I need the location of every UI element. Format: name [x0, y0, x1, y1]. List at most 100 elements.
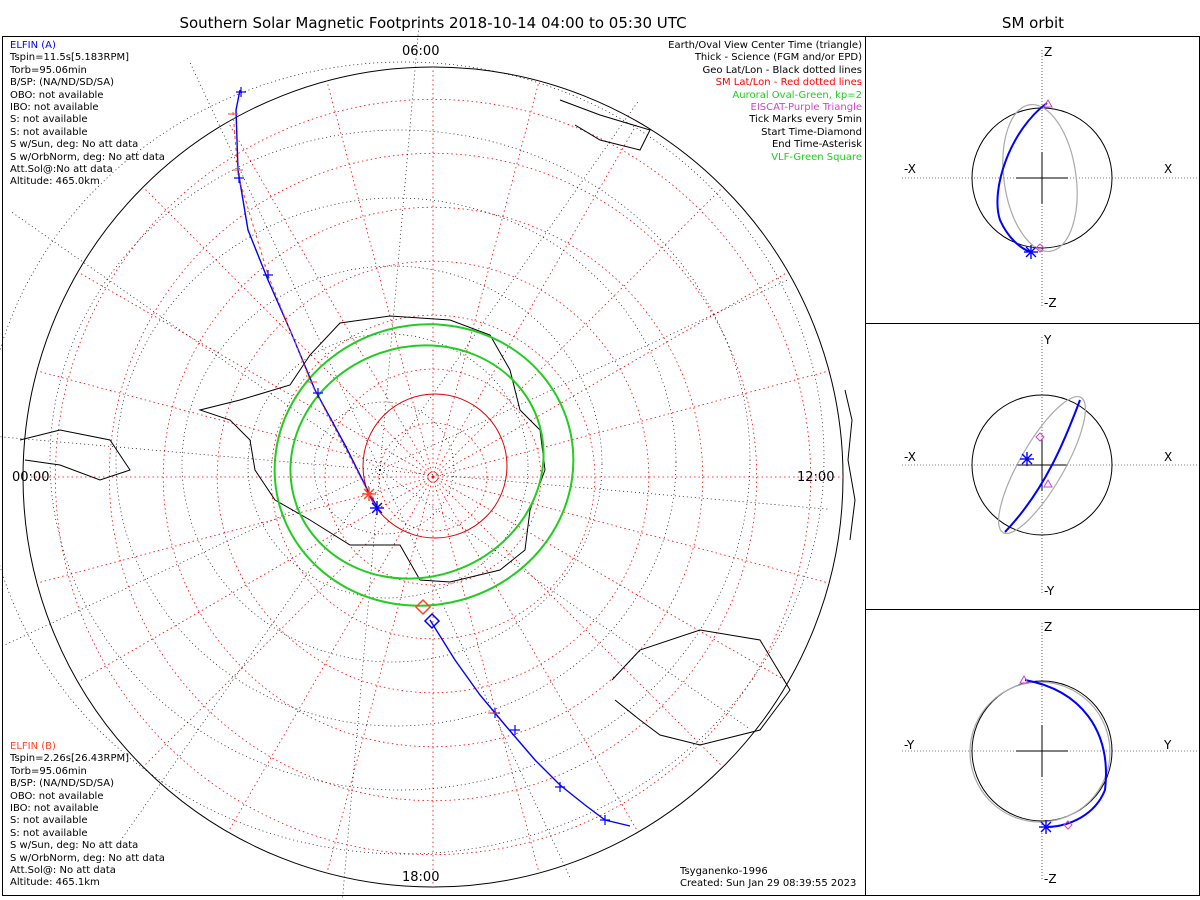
- africa-coast: [559, 99, 651, 151]
- geo-lon-line: [342, 469, 381, 900]
- sm-lon-line: [77, 271, 434, 478]
- sm-lat-circle: [378, 422, 488, 532]
- orbit-start-diamond: [1063, 820, 1073, 830]
- elfin-a-end-asterisk: [371, 502, 383, 514]
- elfin-b-line: S: not available: [10, 815, 88, 827]
- mlt-label-left: 00:00: [12, 470, 50, 485]
- elfin-a-line: S: not available: [10, 126, 88, 138]
- elfin-b-line: Att.Sol@: No att data: [10, 865, 116, 877]
- elfin-a-line: B/SP: (NA/ND/SD/SA): [10, 77, 114, 89]
- sm-lon-line: [36, 370, 434, 478]
- sm-lon-line: [432, 271, 789, 478]
- orbit2-path-a: [1004, 399, 1081, 533]
- geo-lon-line: [379, 100, 639, 471]
- orbit-start-diamond: [1035, 243, 1045, 253]
- legend-item: VLF-Green Square: [771, 151, 862, 163]
- sm-lon-line: [432, 476, 830, 584]
- auroral-oval-outer: [273, 323, 575, 607]
- geo-lat-circle: [0, 61, 825, 855]
- orbit2-bottom-label: -Y: [1044, 584, 1055, 598]
- sm-lat-circle: [270, 314, 596, 640]
- geo-lon-line: [0, 469, 381, 648]
- orbit-eiscat-triangle: [1019, 674, 1029, 684]
- legend-item: Geo Lat/Lon - Black dotted lines: [702, 64, 862, 76]
- australia-coast: [611, 629, 791, 746]
- orbit2-right-label: X: [1164, 450, 1173, 464]
- model-label: Tsyganenko-1996: [680, 866, 768, 877]
- orbit2-left-label: -X: [904, 450, 916, 464]
- sm-lon-line: [227, 476, 434, 833]
- elfin-a-line: IBO: not available: [10, 102, 99, 114]
- orbit1-bottom-label: -Z: [1044, 296, 1057, 310]
- orbit3-top-label: Z: [1044, 620, 1053, 634]
- sm-lon-line: [326, 476, 434, 874]
- south-america-coast: [19, 429, 131, 481]
- sm-lon-line: [227, 121, 434, 478]
- elfin-b-line: Altitude: 465.1km: [10, 877, 100, 889]
- orbit1-path-a: [996, 102, 1048, 253]
- sm-pole-circle: [362, 393, 508, 539]
- sm-lon-line: [432, 476, 789, 683]
- orbit1-top-label: Z: [1044, 45, 1053, 59]
- elfin-a-line: Tspin=11.5s[5.183RPM]: [10, 52, 130, 64]
- geo-lon-line: [189, 61, 381, 471]
- sm-lon-line: [432, 121, 639, 478]
- sm-lon-line: [142, 476, 434, 768]
- elfin-a-line: Torb=95.06min: [10, 64, 87, 76]
- orbit3-bottom-label: -Z: [1044, 872, 1057, 886]
- antarctica-coast: [198, 315, 546, 583]
- orbit-start-diamond: [1035, 432, 1045, 442]
- orbit1-left-label: -X: [904, 162, 916, 176]
- elfin-b-line: B/SP: (NA/ND/SD/SA): [10, 778, 114, 790]
- sm-lat-circle: [216, 260, 650, 694]
- elfin-a-line: S w/Sun, deg: No att data: [10, 139, 139, 151]
- orbit-eiscat-triangle: [1043, 478, 1053, 488]
- elfin-b-line: Tspin=2.26s[26.43RPM]: [10, 753, 130, 765]
- legend-item: Start Time-Diamond: [761, 126, 862, 138]
- legend: Earth/Oval View Center Time (triangle) T…: [668, 40, 862, 164]
- sm-lon-line: [432, 370, 830, 478]
- coast-right-edge: [844, 389, 856, 541]
- orbit3-path-a: [1024, 679, 1107, 828]
- orbit1-path-b: [1002, 103, 1078, 253]
- legend-item: End Time-Asterisk: [771, 139, 862, 151]
- mlt-label-bottom: 18:00: [402, 870, 440, 885]
- legend-item: Auroral Oval-Green, kp=2: [732, 89, 862, 101]
- geo-lat-circle: [181, 265, 603, 663]
- orbit3-right-label: Y: [1164, 738, 1172, 752]
- sm-orbit-title: SM orbit: [1001, 14, 1065, 32]
- geo-lat-circle: [247, 333, 529, 599]
- orbit-end-asterisk: [1025, 246, 1037, 258]
- elfin-a-start-diamond: [423, 612, 441, 630]
- sm-lon-line: [432, 186, 724, 478]
- sm-lon-line: [432, 476, 540, 874]
- orbit1-right-label: X: [1164, 162, 1173, 176]
- sm-lat-circle: [162, 206, 704, 748]
- legend-item: Tick Marks every 5min: [749, 114, 862, 126]
- elfin-b-line: S: not available: [10, 827, 88, 839]
- orbit2-top-label: Y: [1044, 333, 1052, 347]
- sm-lon-line: [432, 476, 724, 768]
- elfin-a-track-north: [235, 89, 379, 509]
- sm-lat-circle: [108, 152, 758, 802]
- sm-lon-line: [432, 476, 639, 833]
- elfin-b-line: IBO: not available: [10, 803, 99, 815]
- legend-item: Thick - Science (FGM and/or EPD): [694, 52, 862, 64]
- legend-item: EISCAT-Purple Triangle: [750, 102, 863, 114]
- elfin-b-start-diamond: [414, 598, 432, 616]
- orbit-end-asterisk: [1021, 453, 1033, 465]
- orbit3-path-b: [969, 681, 1111, 823]
- elfin-b-line: OBO: not available: [10, 790, 104, 802]
- elfin-b-line: S w/Sun, deg: No att data: [10, 840, 139, 852]
- created-label: Created: Sun Jan 29 08:39:55 2023: [680, 878, 857, 889]
- mlt-label-right: 12:00: [797, 470, 835, 485]
- elfin-b-info: ELFIN (B) Tspin=2.26s[26.43RPM] Torb=95.…: [10, 741, 165, 890]
- sm-lon-line: [326, 80, 434, 478]
- elfin-a-line: Att.Sol@:No att data: [10, 164, 113, 176]
- elfin-b-name: ELFIN (B): [10, 741, 56, 752]
- sm-lon-line: [142, 186, 434, 478]
- geo-lat-circle: [115, 197, 677, 727]
- geo-lon-line: [379, 469, 830, 510]
- sm-lat-circle: [54, 98, 812, 856]
